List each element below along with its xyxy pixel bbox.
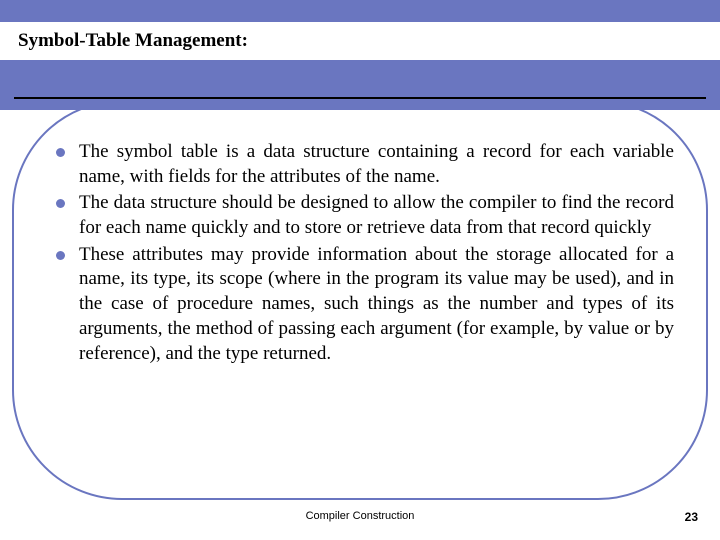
list-item: These attributes may provide information… bbox=[56, 243, 674, 366]
slide-title: Symbol-Table Management: bbox=[18, 30, 248, 52]
bullet-icon bbox=[56, 199, 65, 208]
bullet-icon bbox=[56, 251, 65, 260]
title-strip: Symbol-Table Management: bbox=[0, 22, 720, 60]
bullet-text: These attributes may provide information… bbox=[79, 243, 674, 366]
footer-center-text: Compiler Construction bbox=[0, 510, 720, 522]
page-number: 23 bbox=[685, 510, 698, 524]
bullet-text: The data structure should be designed to… bbox=[79, 191, 674, 240]
bullet-text: The symbol table is a data structure con… bbox=[79, 140, 674, 189]
list-item: The data structure should be designed to… bbox=[56, 191, 674, 240]
footer: Compiler Construction 23 bbox=[0, 510, 720, 530]
list-item: The symbol table is a data structure con… bbox=[56, 140, 674, 189]
bullet-list: The symbol table is a data structure con… bbox=[56, 140, 674, 368]
bullet-icon bbox=[56, 148, 65, 157]
divider-line bbox=[14, 97, 706, 99]
header-mask bbox=[0, 60, 720, 110]
